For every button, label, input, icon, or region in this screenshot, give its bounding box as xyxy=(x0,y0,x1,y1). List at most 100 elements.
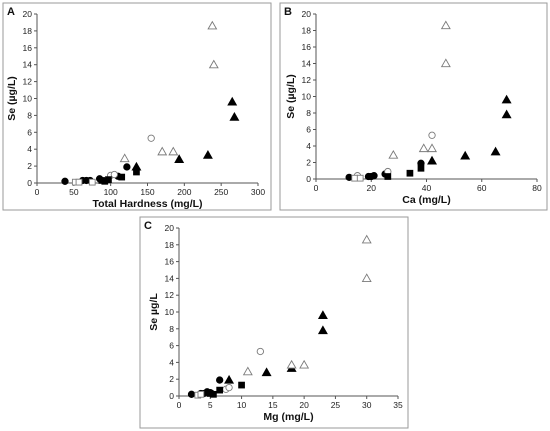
data-point xyxy=(428,131,436,139)
y-tick-label: 6 xyxy=(169,341,174,351)
x-tick-label: 10 xyxy=(237,400,247,410)
data-point xyxy=(123,163,131,171)
data-point xyxy=(501,109,512,119)
data-point xyxy=(501,94,512,104)
y-tick-label: 20 xyxy=(165,223,175,233)
data-point xyxy=(356,174,364,182)
x-tick-label: 250 xyxy=(214,187,228,197)
data-point xyxy=(361,234,372,244)
data-point xyxy=(384,173,392,180)
y-tick-label: 20 xyxy=(302,9,312,19)
y-tick-label: 20 xyxy=(23,9,33,19)
data-point xyxy=(110,170,119,179)
data-point xyxy=(168,146,179,156)
x-axis-title: Mg (mg/L) xyxy=(263,411,313,423)
data-point xyxy=(224,374,235,384)
y-tick-label: 4 xyxy=(27,144,32,154)
y-tick-label: 12 xyxy=(302,75,312,85)
y-tick-label: 18 xyxy=(23,26,33,36)
y-axis-title: Se µg/L xyxy=(148,293,160,331)
data-point xyxy=(440,20,451,30)
panel-frame xyxy=(2,2,272,211)
y-tick-label: 0 xyxy=(306,174,311,184)
y-tick-label: 4 xyxy=(306,141,311,151)
panel-letter: B xyxy=(284,6,292,18)
x-tick-label: 150 xyxy=(140,187,154,197)
data-point xyxy=(174,154,185,163)
data-point xyxy=(427,143,438,153)
data-point xyxy=(286,359,297,369)
y-axis-title: Se (µg/L) xyxy=(6,76,18,121)
x-tick-label: 20 xyxy=(299,400,309,410)
y-tick-label: 0 xyxy=(169,391,174,401)
x-tick-label: 100 xyxy=(104,187,118,197)
data-point xyxy=(197,390,205,398)
data-point xyxy=(242,366,253,376)
y-tick-label: 14 xyxy=(23,60,33,70)
x-tick-label: 30 xyxy=(362,400,372,410)
y-tick-label: 2 xyxy=(306,158,311,168)
data-point xyxy=(216,376,224,384)
data-point xyxy=(299,359,310,369)
x-axis-title: Ca (mg/L) xyxy=(402,194,450,206)
y-axis-title: Se (µg/L) xyxy=(285,74,297,119)
data-point xyxy=(229,111,240,121)
data-point xyxy=(418,143,429,153)
data-point xyxy=(88,178,96,186)
data-point xyxy=(460,150,471,160)
y-tick-label: 10 xyxy=(302,92,312,102)
x-tick-label: 80 xyxy=(532,183,542,193)
y-tick-label: 12 xyxy=(165,290,175,300)
data-point xyxy=(202,150,213,159)
data-point xyxy=(238,381,245,389)
panel-frame xyxy=(279,2,548,211)
data-point xyxy=(216,386,224,394)
y-tick-label: 18 xyxy=(302,26,312,36)
data-point xyxy=(406,169,414,177)
y-tick-label: 0 xyxy=(27,178,32,188)
x-tick-label: 20 xyxy=(367,183,377,193)
x-tick-label: 0 xyxy=(177,400,182,410)
panel-b: 0 2 4 6 8 10 12 14 16 18 20 0 20 40 60 80 Ca (mg/L) Se (µ… xyxy=(279,2,548,211)
data-point xyxy=(119,153,130,163)
x-tick-label: 15 xyxy=(268,400,278,410)
data-point xyxy=(317,325,328,335)
data-point xyxy=(317,310,328,319)
data-point xyxy=(131,161,142,171)
data-point xyxy=(61,177,69,185)
data-point xyxy=(256,347,264,356)
x-tick-label: 35 xyxy=(393,400,403,410)
y-tick-label: 16 xyxy=(165,257,175,267)
x-tick-label: 50 xyxy=(69,187,79,197)
data-point xyxy=(105,176,112,183)
y-tick-label: 6 xyxy=(306,125,311,135)
data-point xyxy=(210,390,217,398)
x-tick-label: 200 xyxy=(177,187,191,197)
panel-c: 0 2 4 6 8 10 12 14 16 18 20 0 5 10 15 20 25 30 35 Mg (mg/L)… xyxy=(139,216,409,429)
data-point xyxy=(427,155,438,165)
y-tick-label: 8 xyxy=(306,108,311,118)
panel-frame xyxy=(139,216,409,429)
panel-letter: C xyxy=(144,220,152,232)
y-tick-label: 8 xyxy=(27,110,32,120)
x-tick-label: 300 xyxy=(251,187,265,197)
data-point xyxy=(208,59,219,69)
y-tick-label: 14 xyxy=(302,59,312,69)
y-tick-label: 10 xyxy=(165,307,175,317)
data-point xyxy=(370,172,378,180)
x-tick-label: 25 xyxy=(331,400,341,410)
y-tick-label: 10 xyxy=(23,94,33,104)
data-point xyxy=(388,149,399,159)
y-tick-label: 14 xyxy=(165,273,175,283)
data-point xyxy=(361,273,372,282)
y-tick-label: 2 xyxy=(169,374,174,384)
x-tick-label: 60 xyxy=(477,183,487,193)
data-point xyxy=(440,58,451,68)
y-tick-label: 16 xyxy=(302,42,312,52)
data-point xyxy=(75,178,83,186)
y-tick-label: 8 xyxy=(169,324,174,334)
data-point xyxy=(207,20,218,30)
data-point xyxy=(227,96,238,106)
